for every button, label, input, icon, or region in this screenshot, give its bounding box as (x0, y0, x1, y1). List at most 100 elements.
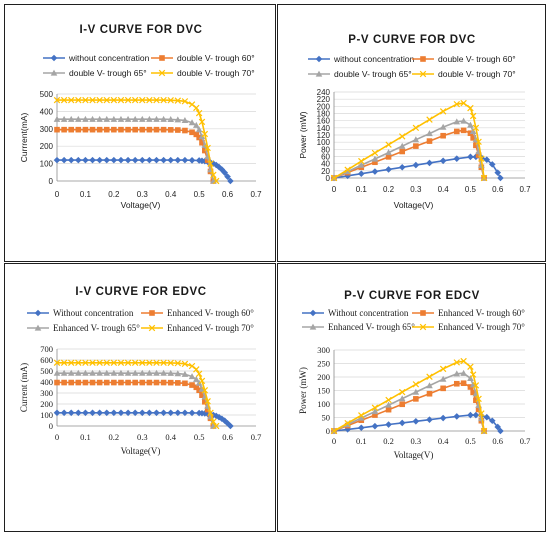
data-point (82, 409, 89, 417)
data-point (497, 427, 504, 435)
data-point (131, 115, 139, 122)
chart-svg-iv-edvc: I-V CURVE FOR EDVC Without concentration E… (19, 286, 261, 456)
chart-panel-iv-edvc: I-V CURVE FOR EDVC Without concentration E… (4, 263, 276, 532)
y-tick-label: 240 (317, 88, 331, 97)
data-point (426, 382, 433, 389)
data-point (131, 156, 139, 164)
data-point (60, 156, 68, 164)
data-point (480, 427, 488, 435)
data-point (110, 359, 118, 366)
legend-item-double-v-trough-60: double V- trough 60° (151, 53, 255, 63)
chart-panel-pv-dvc: P-V CURVE FOR DVC without concentration do… (277, 4, 546, 262)
data-point (60, 359, 68, 366)
data-point (193, 104, 200, 112)
data-point (227, 177, 234, 185)
data-point (53, 409, 61, 417)
data-point (89, 96, 96, 104)
legend-label: double V- trough 60° (438, 54, 516, 64)
x-tick-label: 0.4 (438, 185, 450, 194)
legend-item-enhanced-v-trough-65: Enhanced V- trough 65° (27, 323, 140, 333)
legend-label: Enhanced V- trough 60° (438, 308, 525, 318)
data-point (196, 134, 202, 141)
series-double-v-trough-70 (330, 99, 488, 182)
data-point (198, 385, 206, 392)
chart-panel-pv-edcv: P-V CURVE FOR EDCV Without concentration E… (277, 263, 546, 532)
y-axis-label: Current (mA) (19, 363, 29, 412)
data-point (124, 96, 132, 104)
data-point (371, 168, 379, 175)
data-point (131, 369, 139, 376)
data-point (146, 409, 153, 417)
data-point (497, 174, 504, 182)
chart-title: I-V CURVE FOR DVC (79, 24, 202, 36)
data-point (358, 412, 365, 419)
data-point (68, 126, 75, 133)
y-tick-label: 300 (40, 125, 54, 134)
data-point (82, 115, 89, 122)
data-point (488, 417, 496, 425)
legend-label: Enhanced V- trough 60° (167, 308, 254, 318)
data-point (413, 396, 419, 402)
legend-item-enhanced-v-trough-70: Enhanced V- trough 70° (141, 323, 254, 333)
series-line (57, 362, 217, 427)
data-point (412, 381, 420, 388)
legend-marker (420, 56, 426, 62)
data-point (439, 414, 447, 422)
data-point (371, 408, 379, 415)
data-point (357, 161, 365, 168)
data-point (467, 104, 474, 112)
y-tick-label: 120 (317, 131, 331, 140)
data-point (103, 156, 111, 164)
data-point (60, 369, 68, 376)
legend-marker (148, 324, 156, 332)
y-tick-label: 500 (40, 366, 53, 376)
legend-item-double-v-trough-70: double V- trough 70° (151, 68, 255, 78)
series-line (57, 128, 215, 182)
x-tick-label: 0.4 (165, 190, 177, 199)
x-tick-label: 0.5 (194, 190, 206, 199)
x-tick-label: 0.2 (109, 432, 120, 442)
legend-label: Without concentration (53, 308, 134, 318)
data-point (146, 115, 153, 122)
data-point (160, 96, 167, 104)
data-point (103, 379, 110, 386)
chart-svg-pv-edcv: P-V CURVE FOR EDCV Without concentration E… (298, 290, 530, 460)
data-point (75, 369, 82, 376)
x-axis-label: Voltage(V) (121, 200, 161, 210)
data-point (488, 161, 496, 168)
y-tick-label: 220 (317, 95, 331, 104)
x-tick-label: 0.1 (356, 436, 367, 446)
data-point (195, 370, 203, 377)
x-tick-label: 0.4 (438, 436, 449, 446)
data-point (344, 419, 351, 427)
data-point (198, 118, 206, 126)
data-point (412, 417, 420, 425)
data-point (207, 160, 214, 167)
legend-marker (149, 310, 155, 316)
data-point (439, 365, 447, 373)
data-point (111, 126, 117, 133)
data-point (153, 379, 160, 386)
x-tick-label: 0.3 (410, 185, 422, 194)
data-point (82, 369, 89, 376)
x-tick-label: 0 (55, 432, 59, 442)
y-tick-label: 140 (317, 124, 331, 133)
data-point (460, 117, 467, 124)
data-point (181, 117, 189, 124)
data-point (60, 115, 68, 122)
data-point (357, 424, 365, 432)
chart-svg-iv-dvc: I-V CURVE FOR DVC without concentration do… (19, 24, 262, 210)
data-point (193, 384, 200, 391)
legend-label: Enhanced V- trough 65° (53, 323, 140, 333)
data-point (117, 96, 125, 104)
data-point (398, 163, 406, 171)
data-point (475, 138, 482, 146)
data-point (160, 369, 167, 376)
data-point (96, 359, 103, 366)
data-point (89, 156, 96, 164)
data-point (358, 157, 365, 165)
x-tick-label: 0.6 (492, 185, 504, 194)
data-point (124, 369, 132, 376)
x-tick-label: 0.6 (222, 190, 234, 199)
data-point (189, 382, 195, 388)
